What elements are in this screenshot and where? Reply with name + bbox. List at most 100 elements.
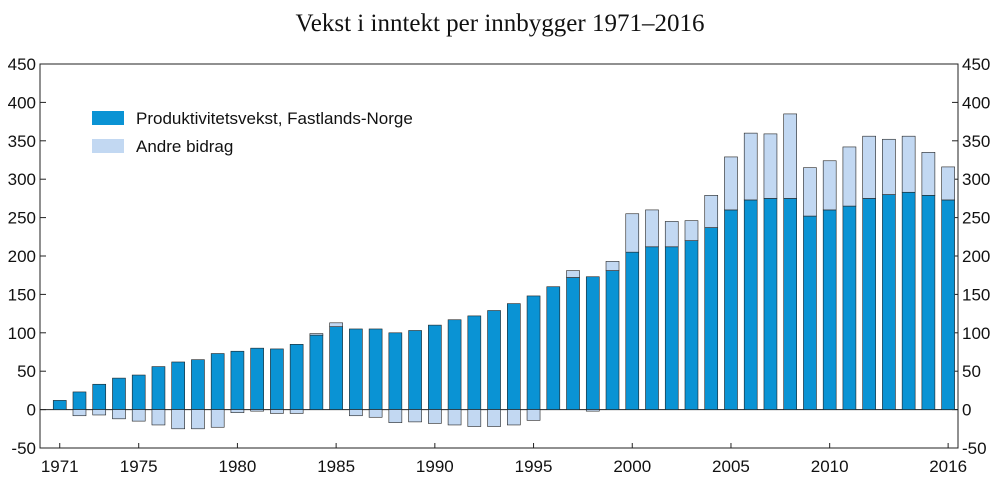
bar-andre-bidrag xyxy=(467,409,482,427)
bar-produktivitetsvekst xyxy=(487,310,501,410)
y-tick-label-left: 350 xyxy=(8,132,36,151)
bar-andre-bidrag xyxy=(803,167,817,217)
y-tick-label-left: 250 xyxy=(8,209,36,228)
bar-andre-bidrag xyxy=(270,409,284,414)
y-tick-label-right: 350 xyxy=(962,132,990,151)
bar-andre-bidrag xyxy=(408,409,422,423)
legend-label-produktivitetsvekst: Produktivitetsvekst, Fastlands-Norge xyxy=(136,109,413,128)
bar-andre-bidrag xyxy=(349,409,363,417)
bar-produktivitetsvekst xyxy=(882,194,896,410)
y-tick-label-right: 0 xyxy=(962,401,971,420)
bar-andre-bidrag xyxy=(882,138,896,195)
y-tick-label-left: 50 xyxy=(17,362,36,381)
bar-andre-bidrag xyxy=(289,409,304,414)
bar-produktivitetsvekst xyxy=(704,227,719,410)
y-tick-label-left: 150 xyxy=(8,285,36,304)
bar-produktivitetsvekst xyxy=(763,198,778,410)
bar-andre-bidrag xyxy=(625,213,640,253)
bar-andre-bidrag xyxy=(842,146,857,207)
bar-andre-bidrag xyxy=(72,409,87,417)
bar-produktivitetsvekst xyxy=(724,209,738,410)
bar-produktivitetsvekst xyxy=(289,344,304,410)
bar-produktivitetsvekst xyxy=(191,359,205,410)
y-tick-label-left: 200 xyxy=(8,247,36,266)
bar-andre-bidrag xyxy=(329,322,343,327)
bar-produktivitetsvekst xyxy=(329,326,343,410)
x-tick-label: 1980 xyxy=(219,457,257,476)
bar-produktivitetsvekst xyxy=(388,332,403,410)
bar-andre-bidrag xyxy=(664,221,679,248)
bar-produktivitetsvekst xyxy=(72,391,87,410)
y-tick-label-left: 100 xyxy=(8,324,36,343)
bar-andre-bidrag xyxy=(822,160,837,211)
bar-andre-bidrag xyxy=(684,220,699,241)
bar-andre-bidrag xyxy=(605,261,620,271)
bar-produktivitetsvekst xyxy=(151,366,166,410)
bar-andre-bidrag xyxy=(191,409,205,430)
bar-produktivitetsvekst xyxy=(447,319,462,410)
bar-andre-bidrag xyxy=(210,409,225,428)
bar-andre-bidrag xyxy=(171,409,185,430)
bar-produktivitetsvekst xyxy=(901,191,916,410)
bar-produktivitetsvekst xyxy=(941,199,955,410)
bar-andre-bidrag xyxy=(151,409,166,426)
bar-produktivitetsvekst xyxy=(210,353,225,410)
x-tick-label: 1990 xyxy=(416,457,454,476)
x-tick-label: 1995 xyxy=(515,457,553,476)
y-tick-label-right: 450 xyxy=(962,55,990,74)
y-tick-label-right: 400 xyxy=(962,93,990,112)
legend-swatch-produktivitetsvekst xyxy=(92,111,124,125)
legend-label-andre-bidrag: Andre bidrag xyxy=(136,137,233,156)
y-tick-label-left: -50 xyxy=(11,439,36,458)
x-tick-label: 2016 xyxy=(929,457,967,476)
bar-produktivitetsvekst xyxy=(230,350,245,410)
bar-produktivitetsvekst xyxy=(112,377,126,410)
bar-andre-bidrag xyxy=(368,409,383,418)
bar-andre-bidrag xyxy=(507,409,521,426)
bar-andre-bidrag xyxy=(309,333,324,336)
bar-produktivitetsvekst xyxy=(131,374,146,410)
bar-produktivitetsvekst xyxy=(428,324,442,410)
bar-produktivitetsvekst xyxy=(822,209,837,410)
bar-produktivitetsvekst xyxy=(783,198,797,410)
bar-produktivitetsvekst xyxy=(645,246,659,410)
bar-produktivitetsvekst xyxy=(585,276,600,410)
bar-produktivitetsvekst xyxy=(842,205,857,410)
bar-produktivitetsvekst xyxy=(684,240,699,410)
chart-axes: -50 -50 0 0 50 50 100 100 150 150 200 200 250 250 300 3… xyxy=(8,55,991,476)
bar-produktivitetsvekst xyxy=(921,195,936,410)
bar-andre-bidrag xyxy=(901,135,916,193)
bar-produktivitetsvekst xyxy=(250,347,264,410)
bar-andre-bidrag xyxy=(388,409,403,423)
bar-produktivitetsvekst xyxy=(566,277,580,410)
bar-andre-bidrag xyxy=(112,409,126,420)
x-tick-label: 1975 xyxy=(120,457,158,476)
y-tick-label-left: 450 xyxy=(8,55,36,74)
y-tick-label-right: 150 xyxy=(962,285,990,304)
bar-andre-bidrag xyxy=(250,409,264,412)
bar-andre-bidrag xyxy=(743,132,758,201)
bar-andre-bidrag xyxy=(428,409,442,424)
bar-produktivitetsvekst xyxy=(664,246,679,410)
bar-andre-bidrag xyxy=(783,113,797,199)
bar-produktivitetsvekst xyxy=(171,361,185,410)
bar-andre-bidrag xyxy=(704,195,719,228)
y-tick-label-right: -50 xyxy=(962,439,987,458)
y-tick-label-right: 300 xyxy=(962,170,990,189)
x-tick-label: 1985 xyxy=(317,457,355,476)
y-tick-label-right: 50 xyxy=(962,362,981,381)
bar-produktivitetsvekst xyxy=(546,286,561,410)
bar-andre-bidrag xyxy=(763,133,778,199)
x-tick-label: 2005 xyxy=(712,457,750,476)
bar-produktivitetsvekst xyxy=(368,328,383,410)
bar-produktivitetsvekst xyxy=(408,330,422,410)
chart-bars xyxy=(52,113,955,430)
bar-produktivitetsvekst xyxy=(309,334,324,410)
bar-andre-bidrag xyxy=(230,409,245,413)
bar-andre-bidrag xyxy=(862,135,876,199)
chart-title: Vekst i inntekt per innbygger 1971–2016 xyxy=(295,10,705,37)
bar-produktivitetsvekst xyxy=(270,348,284,410)
bar-produktivitetsvekst xyxy=(526,295,541,410)
chart-legend: Produktivitetsvekst, Fastlands-Norge Andr… xyxy=(92,109,413,156)
bar-produktivitetsvekst xyxy=(605,270,620,410)
